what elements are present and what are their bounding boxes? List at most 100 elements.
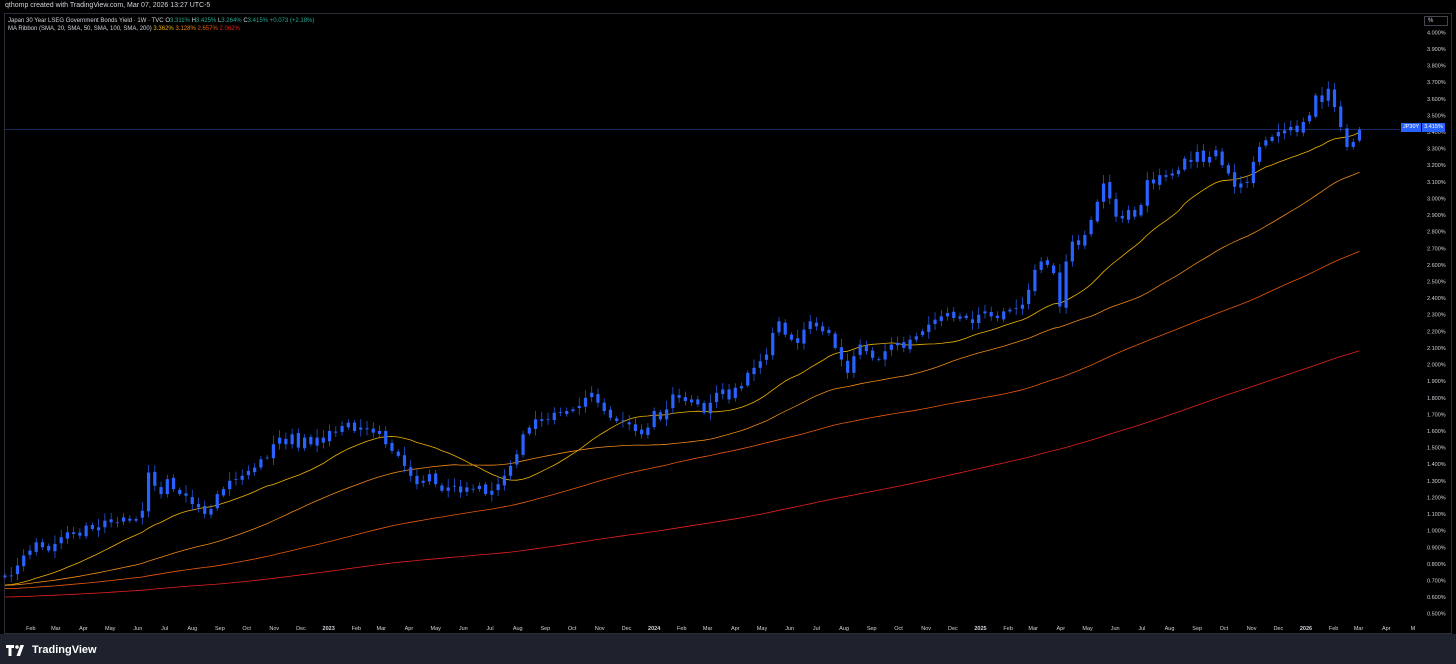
ma-legend-row: MA Ribbon (SMA, 20, SMA, 50, SMA, 100, S… [8, 25, 314, 33]
time-axis-tick: Aug [839, 626, 849, 632]
candle-body [1039, 261, 1043, 270]
price-badge-symbol: JP30Y [1401, 123, 1422, 132]
candle-body [833, 333, 837, 348]
candle-body [683, 397, 687, 402]
time-axis-tick: Oct [894, 626, 903, 632]
candle-body [814, 322, 819, 327]
candle-body [440, 485, 444, 491]
open-value: 3.311% [169, 18, 190, 24]
candle-body [658, 412, 662, 420]
price-axis-tick: 3.100% [1427, 180, 1446, 186]
price-chart[interactable]: 0.500% 0.600% 0.700% 0.800% 0.900% 1.000% 1.10… [0, 0, 1456, 634]
ma50-value: 3.128% [175, 26, 196, 32]
time-axis-tick: Feb [1003, 626, 1012, 632]
tradingview-logo[interactable]: TradingView [6, 644, 97, 656]
price-axis-tick: 3.900% [1427, 47, 1446, 53]
candle-body [1195, 151, 1199, 162]
ma50-line [4, 171, 1360, 586]
time-axis-tick: M [1411, 626, 1416, 632]
candle-body [421, 480, 425, 483]
time-axis-tick: Feb [26, 626, 35, 632]
candle-body [933, 319, 937, 324]
candle-body [165, 479, 169, 495]
candle-body [1208, 156, 1212, 163]
candle-body [1058, 272, 1062, 307]
creator-watermark: qthomp created with TradingView.com, Mar… [5, 2, 211, 9]
candle-body [34, 542, 38, 552]
ma200-value: 2.062% [219, 26, 240, 32]
candle-body [808, 321, 812, 329]
time-axis-tick: Mar [51, 626, 61, 632]
time-axis-tick: May [430, 626, 441, 632]
candle-body [215, 494, 219, 509]
candle-body [459, 486, 463, 493]
tradingview-logo-icon [6, 644, 24, 656]
candle-body [221, 489, 226, 496]
time-axis-tick: 2023 [323, 626, 335, 632]
candle-body [533, 419, 538, 429]
candle-body [827, 329, 831, 333]
candle-body [1076, 240, 1081, 245]
candle-body [764, 354, 769, 360]
time-axis-tick: Sep [867, 626, 877, 632]
candle-body [1251, 161, 1255, 184]
price-axis-tick: 0.800% [1427, 562, 1446, 568]
time-axis-tick: Oct [568, 626, 577, 632]
price-axis-tick: 0.500% [1427, 612, 1446, 618]
candle-body [496, 484, 500, 491]
candle-body [952, 311, 956, 319]
candle-body [1345, 128, 1349, 147]
time-axis-tick: Sep [1192, 626, 1202, 632]
candle-body [1033, 269, 1037, 292]
candle-body [596, 394, 600, 403]
candle-body [1226, 165, 1230, 174]
candle-body [390, 442, 394, 451]
candle-body [1176, 170, 1181, 175]
time-axis-tick: Dec [948, 626, 958, 632]
time-axis-tick: Sep [540, 626, 550, 632]
candle-body [1126, 210, 1131, 220]
candle-body [465, 487, 469, 492]
time-axis-tick: Apr [79, 626, 88, 632]
candle-body [78, 532, 82, 536]
last-price-badge: JP30Y 3.415% [1401, 123, 1445, 132]
candle-body [28, 550, 32, 555]
candle-body [65, 532, 70, 539]
time-axis-tick: Jul [161, 626, 168, 632]
candle-body [259, 459, 263, 468]
candle-body [633, 424, 638, 431]
candle-body [446, 487, 450, 491]
candle-body [746, 372, 750, 386]
candle-body [558, 412, 563, 413]
price-scale-unit-button[interactable]: % [1424, 16, 1448, 26]
ma20-line [4, 132, 1360, 586]
candle-body [590, 392, 594, 398]
price-axis-tick: 1.200% [1427, 495, 1446, 501]
candle-body [159, 487, 163, 495]
price-axis-tick: 1.800% [1427, 396, 1446, 402]
time-axis-tick: Jul [1138, 626, 1145, 632]
price-axis-tick: 3.700% [1427, 80, 1446, 86]
candle-body [908, 339, 912, 350]
candle-body [1095, 201, 1099, 222]
time-axis-tick: Jul [487, 626, 494, 632]
time-axis-tick: Apr [731, 626, 740, 632]
candle-body [552, 412, 556, 421]
candle-body [1233, 172, 1237, 187]
candle-body [271, 444, 275, 459]
candle-body [303, 437, 307, 449]
time-axis-tick: Dec [622, 626, 632, 632]
candle-body [758, 361, 762, 368]
price-axis-tick: 2.400% [1427, 296, 1446, 302]
candle-body [577, 406, 581, 409]
candle-body [927, 324, 931, 332]
candle-body [1332, 89, 1337, 108]
candle-body [702, 403, 706, 413]
candle-body [821, 326, 825, 332]
candle-body [128, 518, 132, 521]
candle-body [471, 488, 475, 490]
candle-body [427, 474, 432, 482]
candle-body [1289, 126, 1293, 131]
candle-body [1214, 150, 1218, 157]
candle-body [1357, 129, 1362, 141]
